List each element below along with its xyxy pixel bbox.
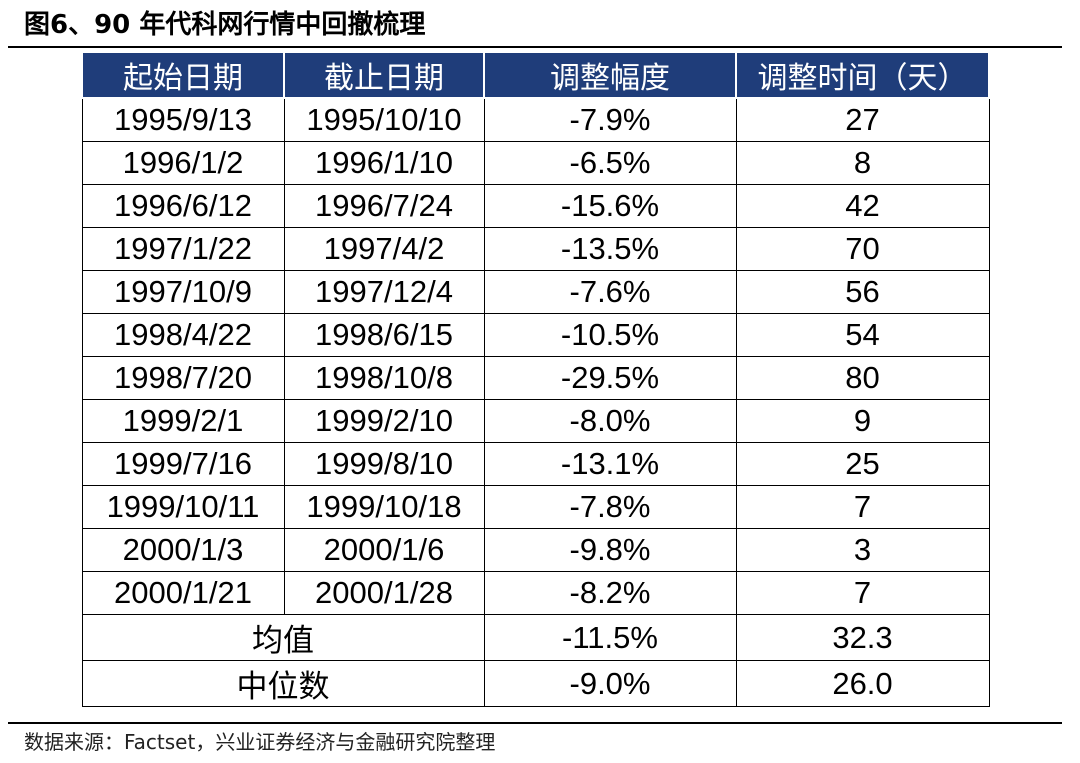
drawdown-cell: -13.1% [483,442,737,486]
header-drawdown: 调整幅度 [483,51,737,99]
table-row: 1996/1/2 1996/1/10 -6.5% 8 [81,141,990,185]
table-row: 1998/7/20 1998/10/8 -29.5% 80 [81,356,990,400]
table-row: 1995/9/13 1995/10/10 -7.9% 27 [81,97,990,142]
drawdown-cell: -29.5% [483,356,737,400]
drawdown-cell: -9.8% [483,528,737,572]
duration-cell: 8 [735,141,990,185]
summary-label: 均值 [81,614,485,661]
end-date-cell: 1995/10/10 [283,97,485,142]
start-date-cell: 1998/4/22 [81,313,285,357]
table-row: 1999/2/1 1999/2/10 -8.0% 9 [81,399,990,443]
drawdown-cell: -7.8% [483,485,737,529]
start-date-cell: 1999/7/16 [81,442,285,486]
table-row: 1996/6/12 1996/7/24 -15.6% 42 [81,184,990,228]
end-date-cell: 1999/2/10 [283,399,485,443]
summary-label: 中位数 [81,660,485,707]
table-row: 1999/7/16 1999/8/10 -13.1% 25 [81,442,990,486]
drawdown-table: 起始日期 截止日期 调整幅度 调整时间（天） 1995/9/13 1995/10/… [81,51,990,707]
end-date-cell: 1997/4/2 [283,227,485,271]
drawdown-cell: -13.5% [483,227,737,271]
top-rule [8,46,1062,48]
start-date-cell: 1995/9/13 [81,97,285,142]
table-row: 1997/10/9 1997/12/4 -7.6% 56 [81,270,990,314]
duration-cell: 80 [735,356,990,400]
drawdown-cell: -8.0% [483,399,737,443]
start-date-cell: 2000/1/21 [81,571,285,615]
duration-cell: 25 [735,442,990,486]
start-date-cell: 1996/1/2 [81,141,285,185]
table-row: 2000/1/3 2000/1/6 -9.8% 3 [81,528,990,572]
table-row: 1999/10/11 1999/10/18 -7.8% 7 [81,485,990,529]
bottom-rule [8,722,1062,724]
end-date-cell: 1998/10/8 [283,356,485,400]
drawdown-cell: -15.6% [483,184,737,228]
start-date-cell: 1997/10/9 [81,270,285,314]
end-date-cell: 1996/1/10 [283,141,485,185]
source-note: 数据来源：Factset，兴业证券经济与金融研究院整理 [24,730,496,754]
figure-title: 图6、90 年代科网行情中回撤梳理 [24,10,426,40]
start-date-cell: 1997/1/22 [81,227,285,271]
drawdown-cell: -7.9% [483,97,737,142]
table-row: 1998/4/22 1998/6/15 -10.5% 54 [81,313,990,357]
duration-cell: 56 [735,270,990,314]
header-duration-days: 调整时间（天） [735,51,990,99]
drawdown-cell: -10.5% [483,313,737,357]
table-row: 2000/1/21 2000/1/28 -8.2% 7 [81,571,990,615]
duration-cell: 42 [735,184,990,228]
end-date-cell: 1998/6/15 [283,313,485,357]
start-date-cell: 1999/2/1 [81,399,285,443]
duration-cell: 54 [735,313,990,357]
summary-drawdown-cell: -9.0% [483,660,737,707]
summary-drawdown-cell: -11.5% [483,614,737,661]
end-date-cell: 2000/1/6 [283,528,485,572]
summary-duration-cell: 32.3 [735,614,990,661]
header-row: 起始日期 截止日期 调整幅度 调整时间（天） [81,51,990,99]
duration-cell: 9 [735,399,990,443]
end-date-cell: 1997/12/4 [283,270,485,314]
header-end-date: 截止日期 [283,51,485,99]
duration-cell: 3 [735,528,990,572]
end-date-cell: 1999/8/10 [283,442,485,486]
header-start-date: 起始日期 [81,51,285,99]
start-date-cell: 2000/1/3 [81,528,285,572]
duration-cell: 27 [735,97,990,142]
summary-row: 均值 -11.5% 32.3 [81,614,990,661]
duration-cell: 70 [735,227,990,271]
drawdown-cell: -7.6% [483,270,737,314]
end-date-cell: 1999/10/18 [283,485,485,529]
duration-cell: 7 [735,485,990,529]
duration-cell: 7 [735,571,990,615]
end-date-cell: 2000/1/28 [283,571,485,615]
end-date-cell: 1996/7/24 [283,184,485,228]
summary-duration-cell: 26.0 [735,660,990,707]
drawdown-cell: -6.5% [483,141,737,185]
start-date-cell: 1996/6/12 [81,184,285,228]
table-body: 1995/9/13 1995/10/10 -7.9% 27 1996/1/2 1996/1… [81,97,990,707]
summary-row: 中位数 -9.0% 26.0 [81,660,990,707]
start-date-cell: 1998/7/20 [81,356,285,400]
table-row: 1997/1/22 1997/4/2 -13.5% 70 [81,227,990,271]
start-date-cell: 1999/10/11 [81,485,285,529]
drawdown-cell: -8.2% [483,571,737,615]
